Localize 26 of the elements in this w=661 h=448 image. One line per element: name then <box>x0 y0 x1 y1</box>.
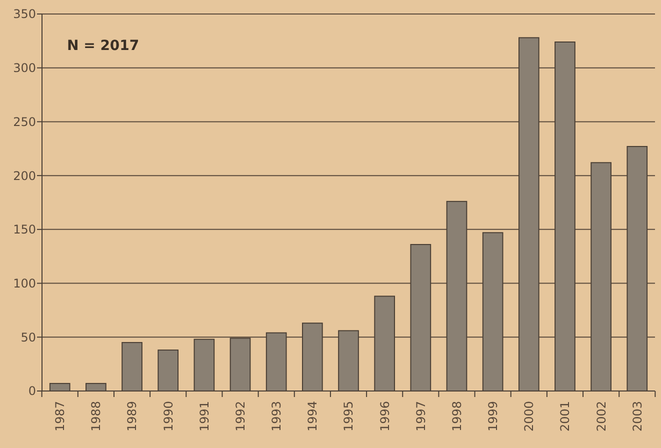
x-tick-label: 1989 <box>125 401 140 432</box>
y-tick-label: 150 <box>13 222 36 237</box>
x-tick-label: 1992 <box>233 401 248 432</box>
x-tick-label: 1995 <box>342 401 356 432</box>
x-tick-label: 2001 <box>558 401 572 432</box>
x-tick-label: 1998 <box>450 401 464 432</box>
annotation: N = 2017 <box>67 38 140 54</box>
y-tick-label: 100 <box>13 276 36 290</box>
x-tick-label: 2002 <box>594 401 608 432</box>
y-tick-label: 200 <box>13 168 36 183</box>
x-tick-label: 1991 <box>197 401 212 432</box>
y-tick-label: 300 <box>13 61 36 76</box>
x-tick-label: 1990 <box>161 401 176 432</box>
y-tick-label: 50 <box>20 330 36 344</box>
x-tick-label: 1993 <box>270 401 284 432</box>
x-tick-label: 1987 <box>53 401 68 432</box>
x-tick-label: 1996 <box>378 401 392 432</box>
x-tick-label: 1994 <box>306 401 320 432</box>
x-tick-label: 1999 <box>486 401 500 432</box>
y-tick-label: 0 <box>28 384 36 398</box>
y-tick-label: 250 <box>13 114 36 129</box>
x-tick-label: 1997 <box>414 401 428 432</box>
x-tick-label: 2000 <box>522 401 536 432</box>
y-tick-label: 350 <box>13 7 36 22</box>
x-tick-label: 2003 <box>630 401 644 432</box>
x-tick-label: 1988 <box>89 401 104 432</box>
